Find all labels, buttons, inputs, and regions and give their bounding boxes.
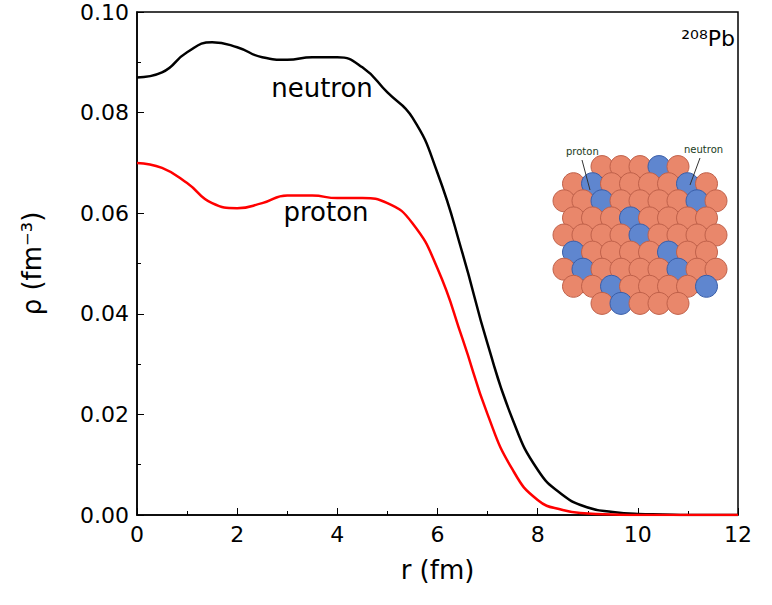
svg-text:10: 10 xyxy=(624,522,652,547)
svg-text:0.10: 0.10 xyxy=(80,0,129,25)
svg-text:proton: proton xyxy=(283,197,368,227)
svg-text:0.08: 0.08 xyxy=(80,100,129,125)
svg-text:neutron: neutron xyxy=(271,73,373,103)
svg-text:neutron: neutron xyxy=(684,144,723,155)
svg-text:2: 2 xyxy=(230,522,244,547)
svg-text:12: 12 xyxy=(724,522,752,547)
svg-text:0.06: 0.06 xyxy=(80,201,129,226)
svg-text:0.00: 0.00 xyxy=(80,503,129,528)
svg-text:0.04: 0.04 xyxy=(80,301,129,326)
svg-text:8: 8 xyxy=(531,522,545,547)
svg-text:0: 0 xyxy=(130,522,144,547)
svg-text:proton: proton xyxy=(566,146,599,157)
svg-text:4: 4 xyxy=(330,522,344,547)
svg-text:²⁰⁸Pb: ²⁰⁸Pb xyxy=(681,26,735,51)
svg-text:0.02: 0.02 xyxy=(80,402,129,427)
svg-text:ρ (fm⁻³): ρ (fm⁻³) xyxy=(17,212,47,316)
svg-text:6: 6 xyxy=(431,522,445,547)
svg-text:r (fm): r (fm) xyxy=(401,555,475,585)
